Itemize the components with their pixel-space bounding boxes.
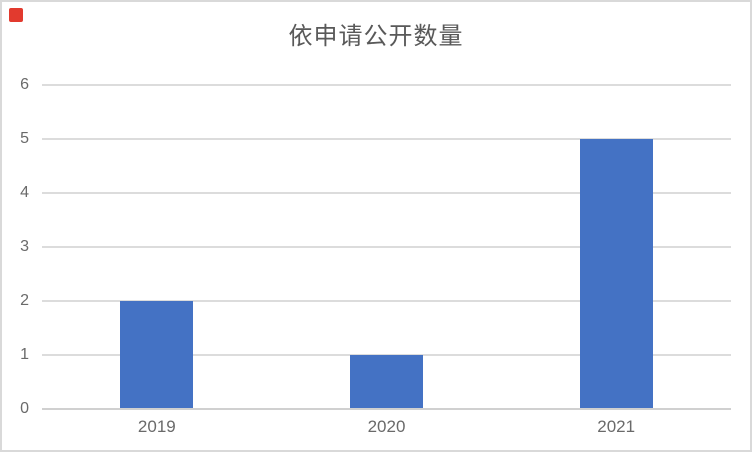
x-axis-tick-label: 2021 — [597, 417, 636, 436]
gridline — [42, 192, 731, 194]
chart-title: 依申请公开数量 — [288, 23, 464, 50]
y-axis-tick-label: 5 — [20, 130, 29, 147]
y-axis-tick-label: 0 — [20, 400, 29, 417]
y-axis-tick-label: 4 — [20, 184, 29, 201]
gridline — [42, 300, 731, 302]
y-axis-tick-label: 1 — [20, 346, 29, 363]
y-axis-tick-label: 2 — [20, 292, 29, 309]
gridline — [42, 138, 731, 140]
bar-2020[interactable] — [350, 355, 423, 408]
x-axis-tick-label: 2020 — [367, 417, 406, 436]
x-axis-tick-label: 2019 — [137, 417, 176, 436]
x-axis-line — [42, 408, 731, 410]
bar-2019[interactable] — [120, 301, 194, 408]
gridline — [42, 84, 731, 86]
red-square-indicator — [9, 8, 23, 22]
y-axis-tick-label: 6 — [20, 76, 29, 93]
gridline — [42, 246, 731, 248]
y-axis-tick-label: 3 — [20, 238, 29, 255]
bar-2021[interactable] — [579, 139, 653, 408]
